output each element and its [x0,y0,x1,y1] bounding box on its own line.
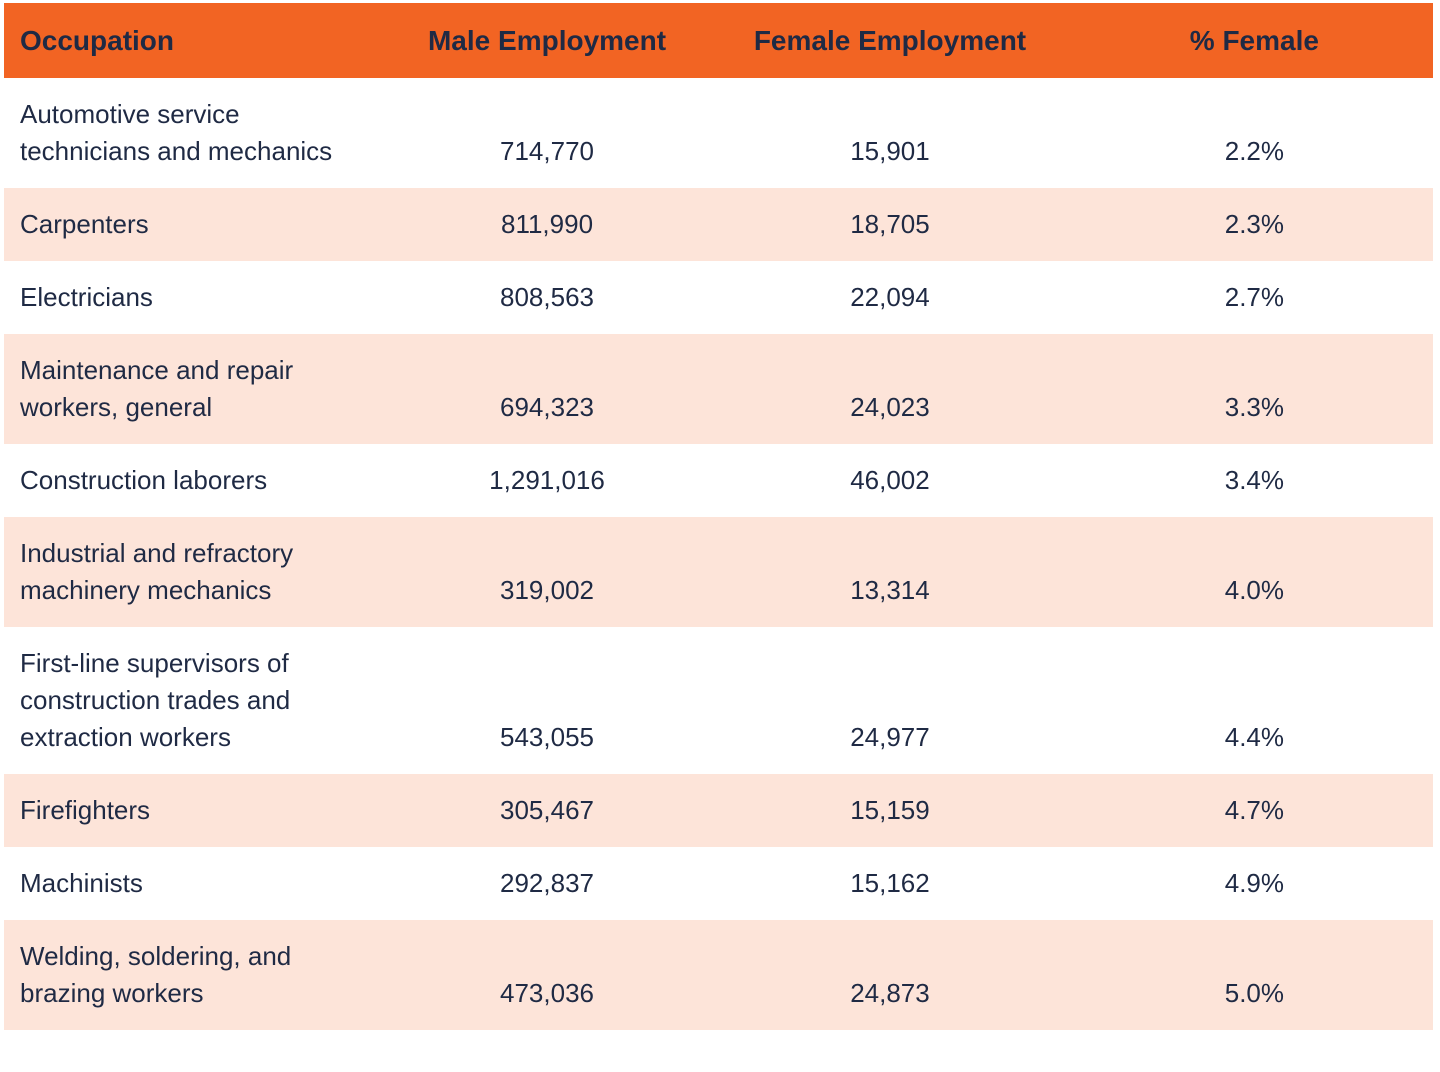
cell-male-employment: 694,323 [389,334,705,444]
table-row: Electricians 808,563 22,094 2.7% [4,261,1433,334]
cell-male-employment: 292,837 [389,847,705,920]
cell-female-employment: 15,901 [704,78,1076,188]
cell-pct-female: 3.4% [1075,444,1433,517]
cell-pct-female: 3.3% [1075,334,1433,444]
cell-male-employment: 473,036 [389,920,705,1030]
cell-occupation: Welding, soldering, and brazing workers [4,920,390,1030]
cell-female-employment: 13,314 [704,517,1076,627]
cell-occupation: Construction laborers [4,444,390,517]
table-row: First-line supervisors of construction t… [4,627,1433,774]
header-row: Occupation Male Employment Female Employ… [4,3,1433,78]
cell-pct-female: 4.4% [1075,627,1433,774]
cell-occupation: Firefighters [4,774,390,847]
cell-occupation: Electricians [4,261,390,334]
cell-pct-female: 4.7% [1075,774,1433,847]
cell-pct-female: 4.0% [1075,517,1433,627]
table-row: Welding, soldering, and brazing workers … [4,920,1433,1030]
column-header-occupation: Occupation [4,3,390,78]
cell-male-employment: 808,563 [389,261,705,334]
table-row: Construction laborers 1,291,016 46,002 3… [4,444,1433,517]
cell-male-employment: 811,990 [389,188,705,261]
cell-male-employment: 305,467 [389,774,705,847]
cell-female-employment: 24,977 [704,627,1076,774]
employment-table: Occupation Male Employment Female Employ… [4,3,1433,1030]
cell-female-employment: 18,705 [704,188,1076,261]
table-row: Maintenance and repair workers, general … [4,334,1433,444]
cell-female-employment: 46,002 [704,444,1076,517]
table-body: Automotive service technicians and mecha… [4,78,1433,1030]
cell-pct-female: 2.7% [1075,261,1433,334]
cell-male-employment: 319,002 [389,517,705,627]
column-header-pct-female: % Female [1075,3,1433,78]
cell-occupation: Maintenance and repair workers, general [4,334,390,444]
cell-pct-female: 2.2% [1075,78,1433,188]
cell-occupation: Automotive service technicians and mecha… [4,78,390,188]
cell-pct-female: 5.0% [1075,920,1433,1030]
cell-occupation: Machinists [4,847,390,920]
column-header-female-employment: Female Employment [704,3,1076,78]
cell-male-employment: 714,770 [389,78,705,188]
cell-female-employment: 15,162 [704,847,1076,920]
table-row: Industrial and refractory machinery mech… [4,517,1433,627]
cell-pct-female: 2.3% [1075,188,1433,261]
cell-male-employment: 543,055 [389,627,705,774]
cell-female-employment: 22,094 [704,261,1076,334]
cell-occupation: Industrial and refractory machinery mech… [4,517,390,627]
table-row: Automotive service technicians and mecha… [4,78,1433,188]
cell-female-employment: 15,159 [704,774,1076,847]
cell-male-employment: 1,291,016 [389,444,705,517]
cell-pct-female: 4.9% [1075,847,1433,920]
cell-female-employment: 24,023 [704,334,1076,444]
column-header-male-employment: Male Employment [389,3,705,78]
table-header: Occupation Male Employment Female Employ… [4,3,1433,78]
cell-female-employment: 24,873 [704,920,1076,1030]
cell-occupation: First-line supervisors of construction t… [4,627,390,774]
table-row: Firefighters 305,467 15,159 4.7% [4,774,1433,847]
table-row: Machinists 292,837 15,162 4.9% [4,847,1433,920]
cell-occupation: Carpenters [4,188,390,261]
table-row: Carpenters 811,990 18,705 2.3% [4,188,1433,261]
